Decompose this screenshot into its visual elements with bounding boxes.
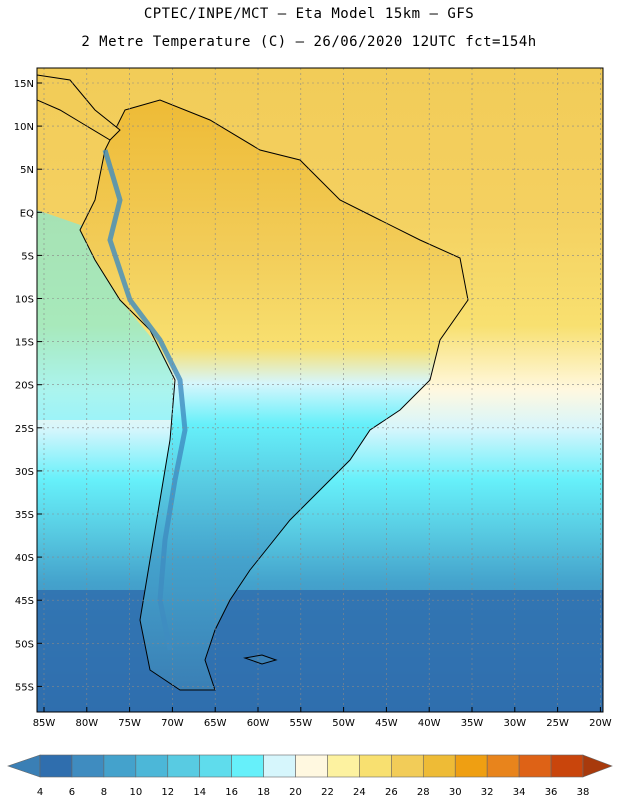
pacific-cool-tongue [37,210,180,420]
cold-ocean-band [37,590,603,712]
lon-label: 35W [461,718,484,729]
lat-label: 10S [15,295,34,306]
colorbar-swatch [391,754,424,778]
lat-label: 50S [15,639,34,650]
lon-label: 70W [161,718,184,729]
colorbar-label: 38 [577,787,590,798]
lat-label: 5N [20,165,34,176]
colorbar-swatch [167,754,201,778]
colorbar-arrow-right [582,754,613,778]
colorbar-swatch [486,754,520,778]
colorbar-swatch [327,754,360,778]
colorbar-swatch [518,754,552,778]
colorbar-label: 6 [69,787,75,798]
colorbar-swatch [422,754,456,778]
lat-label: 35S [15,510,34,521]
colorbar-swatch [231,754,264,778]
colorbar-swatch [199,754,232,778]
colorbar-label: 28 [417,787,430,798]
colorbar-swatch [263,754,296,778]
lon-label: 65W [204,718,227,729]
colorbar-swatch [550,754,584,778]
colorbar-swatch [135,754,169,778]
lon-label: 20W [589,718,612,729]
colorbar-swatch [103,754,137,778]
lat-label: 45S [15,596,34,607]
lat-label: EQ [20,208,34,219]
lon-label: 25W [546,718,569,729]
colorbar-label: 36 [545,787,558,798]
colorbar-swatch [454,754,488,778]
andes-cold-ridge [102,149,188,651]
colorbar-label: 22 [321,787,334,798]
colorbar-label: 12 [161,787,174,798]
colorbar-arrow-left [7,754,41,778]
lat-label: 15N [14,79,34,90]
lon-label: 50W [332,718,355,729]
lat-label: 20S [15,381,34,392]
lat-label: 15S [15,338,34,349]
lat-label: 10N [14,122,34,133]
lat-label: 5S [21,251,34,262]
colorbar-swatch [71,754,105,778]
lon-label: 75W [118,718,141,729]
lon-label: 85W [33,718,56,729]
colorbar-swatch [39,754,73,778]
colorbar-label: 10 [129,787,142,798]
lat-label: 30S [15,467,34,478]
map-subtitle: 2 Metre Temperature (C) – 26/06/2020 12U… [81,34,537,50]
colorbar: 4 6 8 10 12 14 16 18 20 22 24 26 28 30 32 34 36 38 [7,754,613,798]
map-frame [36,67,604,713]
lon-label: 80W [75,718,98,729]
falklands-land [243,654,278,665]
map-grid [37,68,603,712]
colorbar-swatch [359,754,392,778]
colorbar-label: 24 [353,787,366,798]
lat-label: 25S [15,424,34,435]
colorbar-label: 32 [481,787,494,798]
colorbar-label: 14 [193,787,206,798]
colorbar-label: 20 [289,787,302,798]
colorbar-label: 18 [257,787,270,798]
lon-label: 55W [289,718,312,729]
lon-label: 40W [418,718,441,729]
lon-label: 45W [375,718,398,729]
colorbar-label: 8 [101,787,107,798]
lon-label: 30W [503,718,526,729]
colorbar-label: 4 [37,787,43,798]
map-title: CPTEC/INPE/MCT – Eta Model 15km – GFS [143,6,475,22]
colorbar-label: 34 [513,787,526,798]
lat-label: 40S [15,553,34,564]
lon-label: 60W [247,718,270,729]
colorbar-label: 16 [225,787,238,798]
lat-label: 55S [15,682,34,693]
colorbar-swatch [295,754,328,778]
colorbar-label: 26 [385,787,398,798]
central-america-land [37,74,121,141]
colorbar-label: 30 [449,787,462,798]
